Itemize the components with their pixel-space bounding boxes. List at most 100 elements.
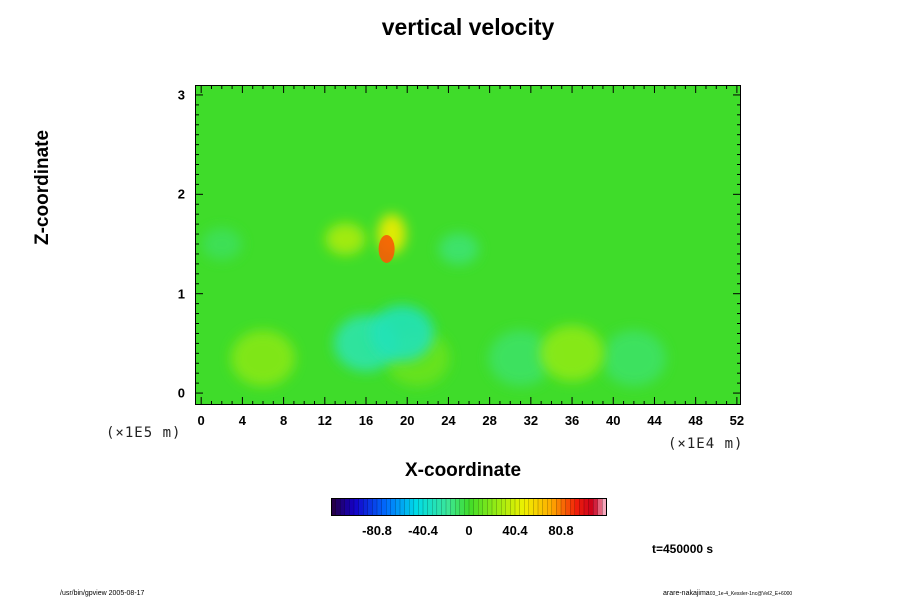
footer-right-main: arare-nakajima [663, 590, 710, 597]
colorbar-segment [478, 498, 484, 516]
colorbar-tick-label: 80.8 [548, 523, 574, 538]
y-tick-label: 2 [177, 186, 185, 202]
colorbar-segment [597, 498, 603, 516]
colorbar-segment [367, 498, 373, 516]
footer-right-small: 03_1e-4_Kessler-1nc@Vel2_E+6000 [709, 591, 793, 597]
x-tick-label: 40 [606, 413, 621, 428]
x-tick-label: 48 [688, 413, 703, 428]
x-tick-label: 4 [238, 413, 246, 428]
colorbar-segment [358, 498, 364, 516]
y-tick-label: 3 [177, 87, 185, 103]
colorbar-segment [386, 498, 392, 516]
colorbar-segment [579, 498, 585, 516]
downdraft-region [488, 330, 553, 387]
colorbar-segment [464, 498, 470, 516]
colorbar-segment [423, 498, 428, 516]
colorbar-segment [473, 498, 479, 516]
colorbar-segment [487, 498, 493, 516]
chart-title: vertical velocity [381, 14, 555, 40]
x-tick-label: 24 [441, 413, 456, 428]
plot-area [195, 85, 741, 405]
colorbar-segment [565, 498, 571, 516]
colorbar-segment [588, 498, 594, 516]
updraft-region [230, 330, 295, 387]
colorbar-segment [427, 498, 433, 516]
x-tick-label: 12 [317, 413, 333, 428]
x-tick-label: 16 [358, 413, 374, 428]
colorbar [330, 498, 608, 516]
colorbar-segment [331, 498, 336, 516]
colorbar-tick-label: -40.4 [408, 523, 438, 538]
colorbar-segment [556, 498, 562, 516]
downdraft-region [601, 330, 666, 387]
colorbar-segment [409, 498, 415, 516]
colorbar-segment [528, 498, 534, 516]
footer-right: arare-nakajima03_1e-4_Kessler-1nc@Vel2_E… [663, 590, 792, 597]
x-tick-label: 20 [399, 413, 415, 428]
colorbar-svg [330, 498, 608, 516]
updraft-region [325, 223, 366, 256]
colorbar-border [331, 498, 607, 516]
colorbar-segment [505, 498, 511, 516]
colorbar-segment [436, 498, 442, 516]
colorbar-segment [446, 498, 451, 516]
colorbar-segment [450, 498, 456, 516]
colorbar-segment [335, 498, 341, 516]
colorbar-segment [496, 498, 502, 516]
colorbar-segment [547, 498, 553, 516]
y-axis-label: Z-coordinate [31, 129, 53, 245]
colorbar-segment [570, 498, 576, 516]
downdraft-region [201, 228, 242, 261]
colorbar-segment [524, 498, 530, 516]
y-tick-label: 0 [177, 385, 185, 401]
time-label: t=450000 s [652, 542, 714, 556]
colorbar-segment [413, 498, 419, 516]
x-tick-label: 32 [523, 413, 539, 428]
colorbar-segment [432, 498, 438, 516]
colorbar-segment [551, 498, 557, 516]
colorbar-segment [381, 498, 387, 516]
colorbar-segment [538, 498, 543, 516]
colorbar-segment [459, 498, 465, 516]
colorbar-segment [510, 498, 516, 516]
colorbar-segment [418, 498, 424, 516]
x-tick-label: 8 [279, 413, 288, 428]
y-scale-note: (×1E5 m) [106, 425, 182, 441]
colorbar-segment [372, 498, 378, 516]
x-tick-label: 0 [197, 413, 205, 428]
colorbar-segment [542, 498, 548, 516]
x-axis-label: X-coordinate [405, 460, 522, 481]
colorbar-segment [455, 498, 461, 516]
y-tick-label: 1 [177, 286, 185, 302]
x-tick-label: 36 [564, 413, 580, 428]
colorbar-segment [349, 498, 355, 516]
colorbar-segment [340, 498, 346, 516]
colorbar-segment [533, 498, 539, 516]
colorbar-segment [584, 498, 589, 516]
colorbar-segment [344, 498, 350, 516]
colorbar-tick-label: -80.8 [362, 523, 392, 538]
downdraft-region [438, 232, 479, 265]
downdraft-region [370, 305, 435, 362]
colorbar-segment [400, 498, 405, 516]
colorbar-segment [501, 498, 507, 516]
colorbar-segment [515, 498, 520, 516]
colorbar-segment [354, 498, 359, 516]
x-tick-label: 28 [482, 413, 497, 428]
colorbar-segment [441, 498, 447, 516]
x-scale-note: (×1E4 m) [668, 436, 744, 452]
colorbar-segment [404, 498, 410, 516]
colorbar-segment [519, 498, 525, 516]
colorbar-segment [593, 498, 599, 516]
colorbar-segment [390, 498, 396, 516]
colorbar-segment [377, 498, 382, 516]
colorbar-segment [482, 498, 488, 516]
heatmap-svg [195, 85, 741, 405]
colorbar-segment [574, 498, 580, 516]
colorbar-tick-label: 0 [465, 523, 473, 538]
colorbar-segment [561, 498, 566, 516]
x-tick-label: 52 [729, 413, 745, 428]
updraft-region [378, 234, 395, 263]
plot-border [195, 85, 741, 405]
colorbar-segment [469, 498, 474, 516]
